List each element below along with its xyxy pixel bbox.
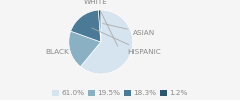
Wedge shape (80, 10, 133, 74)
Text: BLACK: BLACK (46, 48, 79, 55)
Text: HISPANIC: HISPANIC (92, 28, 161, 55)
Wedge shape (71, 10, 101, 42)
Legend: 61.0%, 19.5%, 18.3%, 1.2%: 61.0%, 19.5%, 18.3%, 1.2% (52, 90, 188, 96)
Text: WHITE: WHITE (84, 0, 118, 46)
Text: ASIAN: ASIAN (103, 23, 155, 36)
Wedge shape (98, 10, 101, 42)
Wedge shape (69, 31, 101, 67)
